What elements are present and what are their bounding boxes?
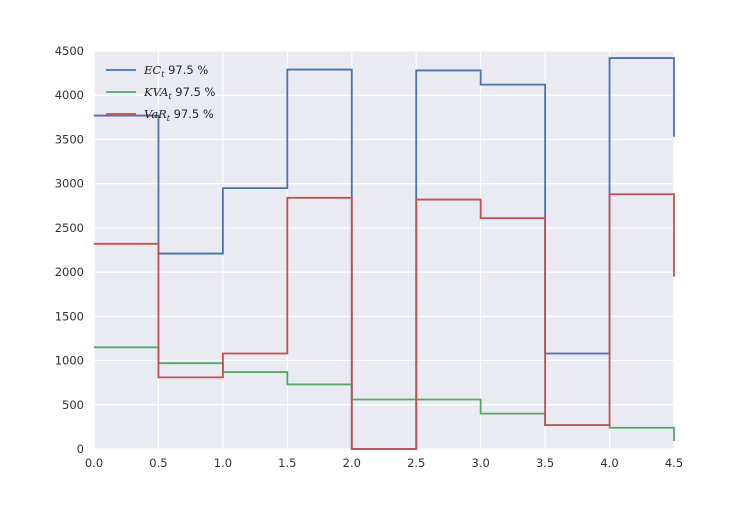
legend-label: KVAt 97.5 % bbox=[143, 85, 216, 101]
x-tick-label: 3.0 bbox=[472, 456, 490, 470]
x-tick-label: 1.5 bbox=[278, 456, 296, 470]
x-tick-label: 2.0 bbox=[343, 456, 361, 470]
x-tick-label: 3.5 bbox=[536, 456, 554, 470]
y-tick-label: 1000 bbox=[55, 354, 84, 368]
legend-item-3: VaRt 97.5 % bbox=[106, 107, 214, 123]
x-tick-label: 4.0 bbox=[600, 456, 618, 470]
y-tick-label: 0 bbox=[77, 442, 84, 456]
x-tick-label: 1.0 bbox=[214, 456, 232, 470]
x-tick-label: 4.5 bbox=[665, 456, 683, 470]
y-tick-label: 500 bbox=[62, 398, 84, 412]
legend: ECt 97.5 % KVAt 97.5 % VaRt 97.5 % bbox=[106, 63, 216, 123]
y-tick-label: 1500 bbox=[55, 309, 84, 323]
y-tick-label: 2500 bbox=[55, 221, 84, 235]
x-tick-label: 0.5 bbox=[149, 456, 167, 470]
y-tick-label: 3500 bbox=[55, 132, 84, 146]
legend-label: VaRt 97.5 % bbox=[144, 107, 214, 123]
y-tick-label: 3000 bbox=[55, 177, 84, 191]
x-tick-label: 0.0 bbox=[85, 456, 103, 470]
series-line-3 bbox=[94, 193, 675, 450]
x-tick-label: 2.5 bbox=[407, 456, 425, 470]
tick-labels: 0.0 0.5 1.0 1.5 2.0 2.5 3.0 3.5 4.0 4.5 0 500 1000 15… bbox=[55, 44, 683, 470]
legend-label: ECt 97.5 % bbox=[143, 63, 208, 79]
legend-item-1: ECt 97.5 % bbox=[106, 63, 208, 79]
y-tick-label: 2000 bbox=[55, 265, 84, 279]
series-lines bbox=[94, 57, 675, 450]
y-tick-label: 4500 bbox=[55, 44, 84, 58]
legend-item-2: KVAt 97.5 % bbox=[106, 85, 216, 101]
y-tick-label: 4000 bbox=[55, 88, 84, 102]
plot-background bbox=[94, 51, 674, 449]
